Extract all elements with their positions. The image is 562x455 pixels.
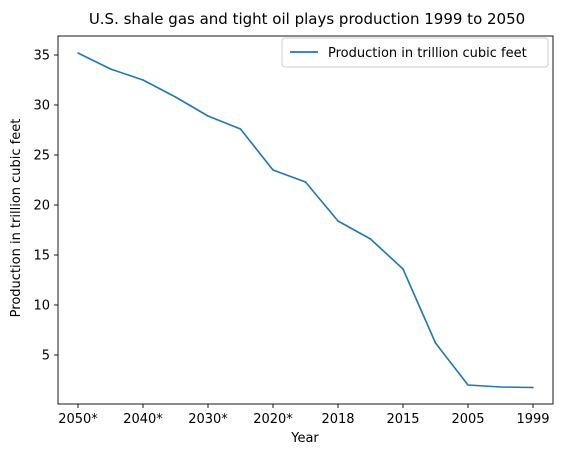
axes-frame: [58, 36, 553, 404]
series-line-production: [78, 53, 533, 388]
data-point: [175, 96, 177, 98]
data-point: [272, 169, 274, 171]
y-tick-label: 20: [33, 199, 50, 214]
data-point: [142, 79, 144, 81]
x-tick-label: 2030*: [188, 412, 228, 427]
data-point: [532, 387, 534, 389]
data-point: [337, 220, 339, 222]
y-tick-label: 15: [33, 249, 50, 264]
x-tick-label: 2040*: [123, 412, 163, 427]
legend-entry-production: Production in trillion cubic feet: [328, 46, 527, 61]
x-tick-label: 2005: [451, 412, 484, 427]
data-point: [500, 386, 502, 388]
plot-area: 5 10 15 20 25 30 35 2050* 2040* 2030* 2020* 2018 201…: [33, 36, 553, 427]
y-tick-label: 35: [33, 49, 50, 64]
y-tick-label: 25: [33, 149, 50, 164]
x-axis-label: Year: [290, 431, 319, 446]
y-tick-label: 30: [33, 99, 50, 114]
data-point: [207, 115, 209, 117]
data-point: [305, 181, 307, 183]
data-point: [110, 68, 112, 70]
x-tick-label: 2015: [386, 412, 419, 427]
data-point: [435, 342, 437, 344]
data-point: [240, 128, 242, 130]
legend: Production in trillion cubic feet: [282, 38, 548, 67]
y-tick-label: 10: [33, 299, 50, 314]
y-tick-label: 5: [42, 349, 50, 364]
x-tick-label: 2020*: [253, 412, 293, 427]
x-tick-label: 2018: [321, 412, 354, 427]
y-axis-label: Production in trillion cubic feet: [9, 119, 24, 318]
data-point: [402, 268, 404, 270]
chart-title: U.S. shale gas and tight oil plays produ…: [89, 10, 525, 28]
data-point: [370, 238, 372, 240]
x-tick-label: 2050*: [58, 412, 98, 427]
x-tick-label: 1999: [516, 412, 549, 427]
data-point: [77, 52, 79, 54]
data-point: [467, 384, 469, 386]
